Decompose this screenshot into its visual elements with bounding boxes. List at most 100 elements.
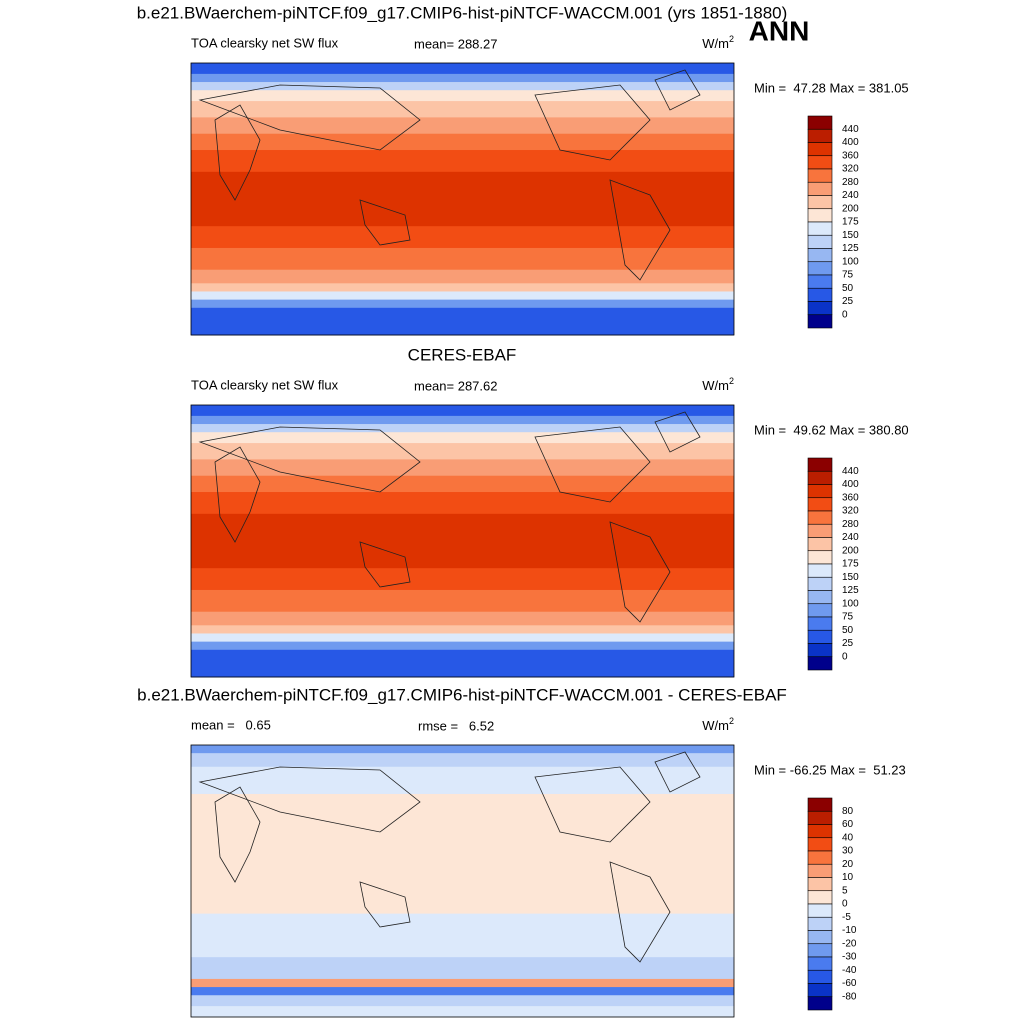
colorbar-box xyxy=(807,890,833,905)
colorbar-label: 125 xyxy=(842,243,859,254)
colorbar-label: 50 xyxy=(842,283,854,294)
map-band xyxy=(191,73,734,83)
units: W/m xyxy=(702,378,729,393)
map-frame xyxy=(190,404,735,678)
map-band xyxy=(191,405,734,417)
map-band xyxy=(191,766,734,795)
colorbar-label: 40 xyxy=(842,832,854,843)
map-band xyxy=(191,307,734,336)
map-band xyxy=(191,978,734,988)
panel-center-label: mean= 288.27 xyxy=(414,36,497,51)
colorbar-label: 10 xyxy=(842,872,854,883)
colorbar-label: 175 xyxy=(842,559,859,570)
colorbar-box xyxy=(807,208,833,223)
map-band xyxy=(191,995,734,1007)
map-band xyxy=(191,101,734,118)
colorbar-box xyxy=(807,797,833,812)
colorbar-label: 200 xyxy=(842,203,859,214)
colorbar-box xyxy=(807,837,833,852)
colorbar-label: 0 xyxy=(842,309,848,320)
map-band xyxy=(191,853,734,915)
map-band xyxy=(191,171,734,227)
units-label: W/m2 xyxy=(702,716,734,733)
coastline xyxy=(359,199,411,246)
colorbar-box xyxy=(807,301,833,316)
colorbar-label: 25 xyxy=(842,296,854,307)
colorbar-label: 320 xyxy=(842,506,859,517)
colorbar-box xyxy=(807,824,833,839)
colorbar-label: 20 xyxy=(842,859,854,870)
coastline xyxy=(534,766,651,843)
coastline xyxy=(609,521,671,623)
map-band xyxy=(191,283,734,292)
colorbar-box xyxy=(807,234,833,249)
units-exponent: 2 xyxy=(729,376,734,386)
map-frame xyxy=(190,62,735,336)
map-band xyxy=(191,625,734,634)
colorbar-label: 360 xyxy=(842,492,859,503)
coastline xyxy=(534,84,651,161)
colorbar-box xyxy=(807,956,833,971)
map-band xyxy=(191,82,734,91)
colorbar-box xyxy=(807,603,833,618)
colorbar-box xyxy=(807,142,833,157)
map-band xyxy=(191,633,734,643)
map-band xyxy=(191,649,734,678)
colorbar-box xyxy=(807,930,833,945)
colorbar-label: 75 xyxy=(842,270,854,281)
colorbar-box xyxy=(807,115,833,130)
colorbar-box xyxy=(807,903,833,918)
colorbar-box xyxy=(807,996,833,1011)
colorbar-box xyxy=(807,457,833,472)
colorbar-label: 150 xyxy=(842,230,859,241)
colorbar-label: 150 xyxy=(842,572,859,583)
colorbar-label: 100 xyxy=(842,598,859,609)
colorbar-box xyxy=(807,943,833,958)
coastline xyxy=(654,69,701,111)
coastline xyxy=(359,881,411,928)
map-band xyxy=(191,957,734,980)
map-band xyxy=(191,150,734,173)
colorbar-label: 280 xyxy=(842,177,859,188)
coastline xyxy=(654,411,701,453)
coastline xyxy=(359,541,411,588)
colorbar-box xyxy=(807,983,833,998)
units-exponent: 2 xyxy=(729,34,734,44)
map-band xyxy=(191,443,734,460)
map-band xyxy=(191,269,734,284)
colorbar-label: 75 xyxy=(842,612,854,623)
colorbar-label: -30 xyxy=(842,952,857,963)
colorbar-label: -10 xyxy=(842,925,857,936)
colorbar-box xyxy=(807,248,833,263)
colorbar-box xyxy=(807,850,833,865)
map-band xyxy=(191,611,734,626)
map-band xyxy=(191,117,734,135)
colorbar-box xyxy=(807,877,833,892)
colorbar-label: 60 xyxy=(842,819,854,830)
colorbar-label: 320 xyxy=(842,164,859,175)
colorbar-label: 125 xyxy=(842,585,859,596)
colorbar-box xyxy=(807,563,833,578)
map-band xyxy=(191,432,734,444)
min-max-label: Min = 47.28 Max = 381.05 xyxy=(754,80,909,95)
units: W/m xyxy=(702,718,729,733)
colorbar-label: 100 xyxy=(842,256,859,267)
units: W/m xyxy=(702,36,729,51)
units-label: W/m2 xyxy=(702,376,734,393)
colorbar-label: 240 xyxy=(842,190,859,201)
colorbar-label: -40 xyxy=(842,965,857,976)
colorbar-label: -80 xyxy=(842,991,857,1002)
map-band xyxy=(191,459,734,477)
map-band xyxy=(191,63,734,75)
colorbar-box xyxy=(807,656,833,671)
colorbar-label: 80 xyxy=(842,806,854,817)
colorbar-label: -60 xyxy=(842,978,857,989)
colorbar-box xyxy=(807,969,833,984)
units-label: W/m2 xyxy=(702,34,734,51)
colorbar-box xyxy=(807,195,833,210)
colorbar-box xyxy=(807,484,833,499)
colorbar-box xyxy=(807,537,833,552)
coastline xyxy=(214,104,261,201)
colorbar-box xyxy=(807,916,833,931)
